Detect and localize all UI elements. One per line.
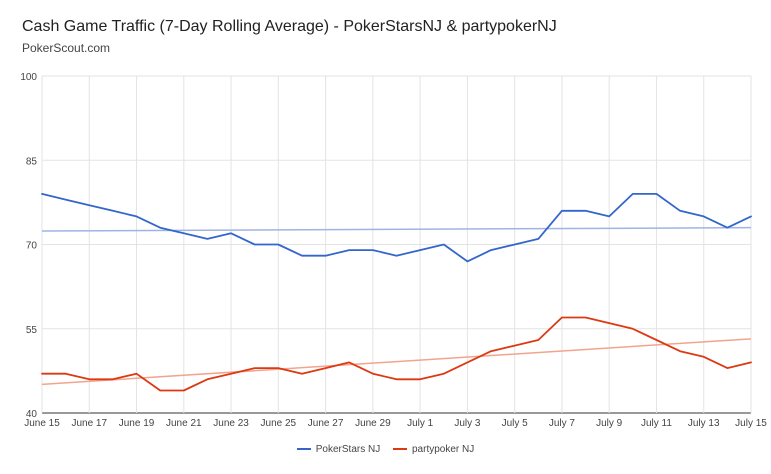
x-tick-label: June 17 (71, 418, 107, 429)
legend: PokerStars NJ partypoker NJ (0, 442, 771, 455)
x-tick-label: July 15 (735, 418, 767, 429)
x-tick-label: July 9 (596, 418, 623, 429)
y-tick-label: 70 (26, 241, 38, 252)
x-tick-label: July 3 (454, 418, 481, 429)
gridlines (41, 75, 752, 414)
x-tick-label: June 23 (213, 418, 249, 429)
legend-item-pokerstars[interactable]: PokerStars NJ (296, 443, 381, 455)
chart-subtitle: PokerScout.com (22, 41, 111, 55)
x-tick-label: June 27 (308, 418, 344, 429)
y-tick-label: 100 (20, 72, 37, 83)
y-tick-label: 85 (26, 156, 38, 167)
legend-label-pokerstars: PokerStars NJ (315, 443, 381, 455)
x-tick-label: June 25 (261, 418, 297, 429)
x-tick-label: June 21 (166, 418, 202, 429)
trendline (41, 338, 752, 386)
series-line-pokerstars (41, 192, 752, 263)
trendlines (41, 226, 752, 386)
x-tick-label: July 5 (502, 418, 529, 429)
legend-label-partypoker: partypoker NJ (412, 443, 475, 455)
x-tick-label: July 11 (641, 418, 672, 429)
x-tick-label: June 29 (355, 418, 391, 429)
x-tick-label: June 19 (119, 418, 155, 429)
x-tick-label: July 7 (549, 418, 576, 429)
data-series (41, 192, 752, 392)
trendline (41, 226, 752, 232)
chart-title: Cash Game Traffic (7-Day Rolling Average… (22, 18, 557, 35)
x-tick-label: July 13 (688, 418, 720, 429)
legend-item-partypoker[interactable]: partypoker NJ (393, 444, 474, 455)
y-tick-label: 40 (26, 409, 38, 420)
x-tick-label: June 15 (24, 418, 60, 429)
y-tick-label: 55 (26, 325, 38, 336)
legend-swatch-pokerstars (296, 448, 311, 450)
legend-swatch-partypoker (393, 448, 407, 450)
x-tick-label: July 1 (407, 418, 434, 429)
